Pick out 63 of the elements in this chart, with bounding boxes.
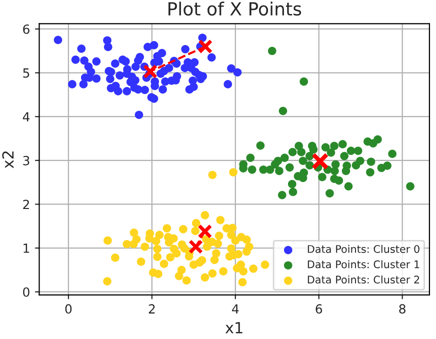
x-tick-label: 8 bbox=[399, 304, 406, 314]
y-tick-label: 4 bbox=[22, 112, 30, 122]
y-tick-label: 2 bbox=[23, 200, 29, 209]
point bbox=[354, 146, 362, 155]
point bbox=[274, 156, 282, 166]
x-tick-label: 2 bbox=[148, 304, 155, 314]
x-axis-title: x1 bbox=[225, 322, 242, 334]
point bbox=[388, 150, 396, 158]
point bbox=[334, 176, 344, 185]
point bbox=[268, 46, 276, 56]
y-tick-label: 5 bbox=[23, 68, 30, 78]
point bbox=[246, 154, 255, 162]
point bbox=[285, 163, 294, 172]
point bbox=[309, 145, 318, 154]
point bbox=[342, 162, 351, 170]
point bbox=[198, 224, 212, 239]
y-tick-label: 1 bbox=[24, 244, 30, 253]
y-axis-title: x2 bbox=[2, 151, 14, 168]
legend-label: Data Points: Cluster 2 bbox=[308, 275, 420, 284]
point bbox=[344, 182, 353, 190]
point bbox=[188, 239, 204, 254]
point bbox=[321, 143, 330, 152]
legend-label: Data Points: Cluster 0 bbox=[308, 244, 420, 253]
point bbox=[306, 161, 314, 170]
x-tick-label: 4 bbox=[232, 304, 239, 314]
point bbox=[366, 168, 374, 176]
point bbox=[300, 77, 308, 86]
point bbox=[374, 135, 382, 144]
point bbox=[288, 188, 298, 196]
point bbox=[298, 156, 308, 166]
point bbox=[318, 172, 326, 182]
point bbox=[280, 154, 289, 162]
point bbox=[346, 146, 356, 155]
point bbox=[256, 141, 265, 150]
point bbox=[142, 64, 158, 79]
y-tick-label: 3 bbox=[23, 156, 30, 166]
point bbox=[198, 39, 213, 54]
point bbox=[356, 156, 364, 166]
point bbox=[297, 148, 306, 156]
x-tick-label: 0 bbox=[65, 304, 72, 314]
point bbox=[266, 165, 274, 174]
x-tick-label: 6 bbox=[316, 304, 322, 314]
point bbox=[326, 148, 336, 157]
point bbox=[248, 165, 256, 174]
point bbox=[338, 140, 347, 148]
point bbox=[366, 158, 376, 166]
point bbox=[311, 152, 329, 170]
point bbox=[278, 106, 288, 116]
chart-title: Plot of X Points bbox=[168, 2, 302, 16]
point bbox=[275, 166, 284, 176]
y-tick-label: 0 bbox=[23, 287, 30, 297]
point bbox=[288, 148, 297, 156]
y-tick-label: 6 bbox=[23, 24, 30, 34]
point bbox=[306, 152, 314, 160]
point bbox=[288, 180, 296, 188]
point bbox=[406, 182, 414, 190]
point bbox=[330, 166, 339, 176]
point bbox=[326, 189, 334, 198]
point bbox=[330, 142, 338, 150]
point bbox=[383, 162, 392, 170]
point bbox=[278, 190, 286, 200]
legend-label: Data Points: Cluster 1 bbox=[308, 260, 420, 268]
point bbox=[340, 152, 348, 160]
